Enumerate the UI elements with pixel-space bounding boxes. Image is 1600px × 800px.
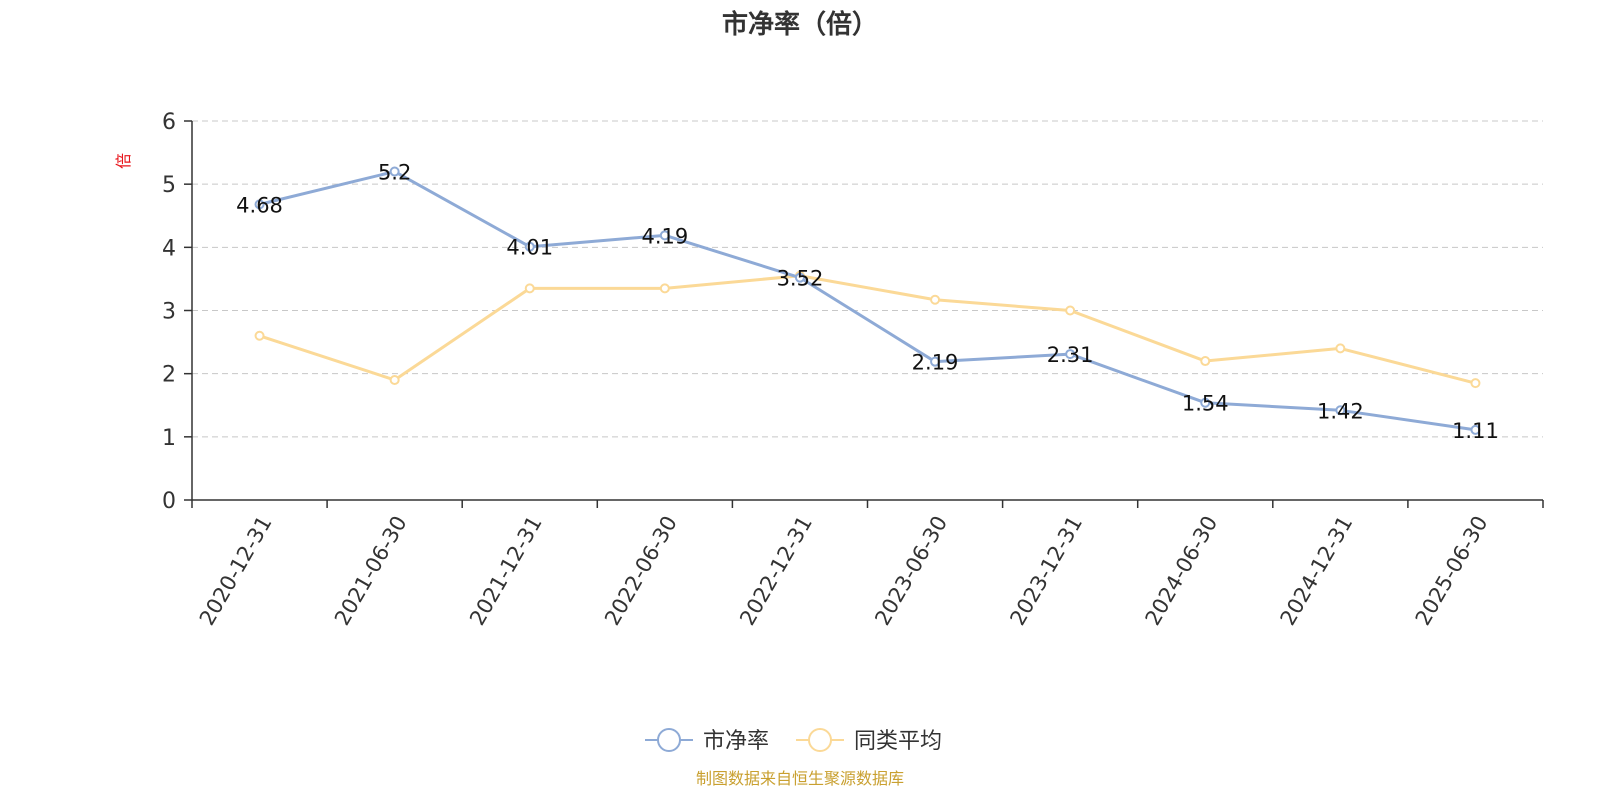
data-point — [794, 272, 805, 283]
data-point — [1470, 378, 1481, 389]
data-point — [1470, 424, 1481, 435]
data-label: 4.01 — [506, 236, 553, 260]
y-tick-label: 6 — [162, 110, 176, 135]
data-point — [930, 294, 941, 305]
data-point — [524, 283, 535, 294]
data-label: 1.54 — [1182, 392, 1229, 416]
x-tick-label: 2020-12-31 — [195, 512, 277, 630]
legend-marker — [808, 728, 832, 752]
data-label: 4.68 — [236, 193, 283, 217]
data-label: 5.2 — [378, 161, 411, 185]
data-label: 1.42 — [1317, 399, 1364, 423]
y-tick-label: 0 — [162, 489, 176, 514]
y-tick-label: 2 — [162, 363, 176, 388]
data-point — [254, 199, 265, 210]
data-point — [389, 374, 400, 385]
data-labels: 4.68 5.2 4.01 4.19 3.52 2.19 2.31 1.54 1.42 1.11 — [236, 161, 1499, 443]
data-point — [1335, 343, 1346, 354]
chart-title: 市净率（倍） — [722, 9, 878, 40]
data-label: 2.19 — [912, 351, 959, 375]
y-tick-label: 3 — [162, 300, 176, 325]
legend-item[interactable]: 同类平均 — [796, 728, 942, 754]
x-tick-label: 2021-06-30 — [330, 512, 412, 630]
data-point — [659, 283, 670, 294]
source-note: 制图数据来自恒生聚源数据库 — [695, 769, 904, 788]
axes: 0 1 2 3 4 5 6 2020-12-31 2021-06-30 2021-12-31 202… — [162, 110, 1544, 630]
data-point — [1200, 356, 1211, 367]
legend-marker — [657, 728, 681, 752]
data-label: 1.11 — [1452, 419, 1499, 443]
y-tick-label: 1 — [162, 426, 176, 451]
x-tick-label: 2024-12-31 — [1276, 512, 1358, 630]
data-point — [254, 330, 265, 341]
series-layer — [254, 166, 1481, 435]
legend-label: 市净率 — [703, 729, 769, 754]
x-tick-label: 2025-06-30 — [1411, 512, 1493, 630]
x-tick-label: 2022-12-31 — [735, 512, 817, 630]
x-tick-label: 2024-06-30 — [1141, 512, 1223, 630]
data-label: 4.19 — [641, 224, 688, 248]
data-point — [1065, 349, 1076, 360]
data-point — [930, 356, 941, 367]
data-label: 3.52 — [777, 267, 824, 291]
data-point — [1200, 397, 1211, 408]
x-tick-label: 2021-12-31 — [465, 512, 547, 630]
data-point — [389, 166, 400, 177]
legend[interactable]: 市净率 同类平均 — [645, 728, 942, 754]
data-point — [659, 230, 670, 241]
y-tick-label: 5 — [162, 173, 176, 198]
data-point — [1065, 305, 1076, 316]
data-point — [524, 241, 535, 252]
x-tick-label: 2023-06-30 — [870, 512, 952, 630]
x-tick-label: 2023-12-31 — [1005, 512, 1087, 630]
legend-label: 同类平均 — [854, 729, 942, 754]
x-tick-label: 2022-06-30 — [600, 512, 682, 630]
y-tick-label: 4 — [162, 236, 176, 261]
legend-item[interactable]: 市净率 — [645, 728, 769, 754]
y-axis-unit-label: 倍 — [114, 153, 133, 169]
data-label: 2.31 — [1047, 343, 1094, 367]
data-point — [1335, 405, 1346, 416]
series-line — [259, 274, 1476, 385]
series-line — [259, 170, 1476, 432]
